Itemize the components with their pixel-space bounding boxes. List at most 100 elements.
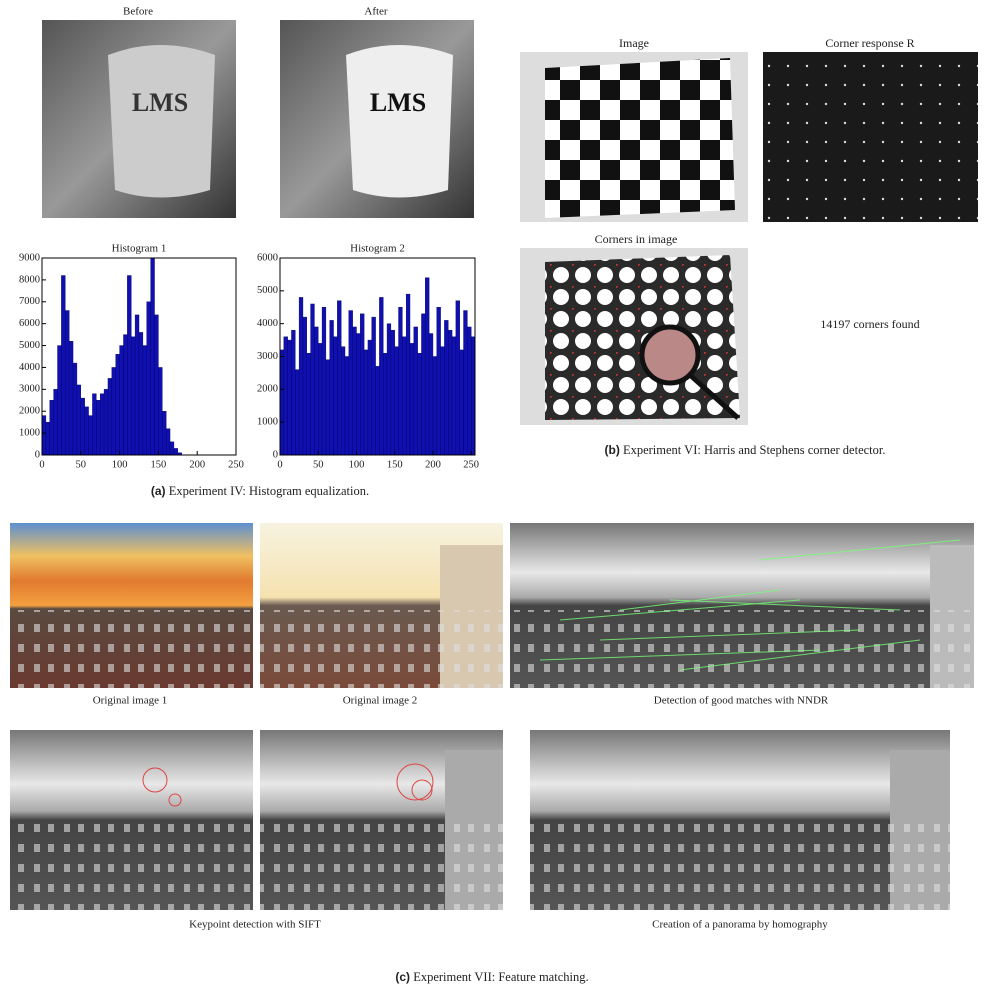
image-label: Before [123, 6, 153, 18]
bar [391, 330, 395, 455]
bar [108, 378, 112, 455]
response-image [763, 52, 978, 222]
bar [42, 416, 46, 455]
bar [379, 297, 383, 455]
bar [147, 302, 151, 455]
bar [58, 346, 62, 455]
bar [139, 332, 143, 455]
bar [170, 442, 174, 455]
bar [387, 324, 391, 455]
checkerboard [545, 58, 735, 218]
image-label: Detection of good matches with NNDR [654, 695, 829, 707]
image-label: Image [619, 36, 649, 50]
bar [116, 354, 120, 455]
bar [73, 363, 77, 455]
bar [353, 327, 357, 455]
bar [143, 346, 147, 455]
bar [299, 297, 303, 455]
y-tick-label: 3000 [19, 384, 40, 395]
y-tick-label: 5000 [19, 340, 40, 351]
bar [174, 448, 178, 455]
image-label: Corner response R [825, 36, 914, 50]
bar [433, 357, 437, 456]
y-tick-label: 1000 [257, 417, 278, 428]
bar [368, 340, 372, 455]
bar [471, 337, 475, 455]
svg-text:LMS: LMS [132, 88, 188, 117]
caption: (b) Experiment VI: Harris and Stephens c… [605, 443, 886, 457]
bar [414, 327, 418, 455]
bar [123, 335, 127, 455]
count-text: 14197 corners found [820, 317, 919, 331]
bar [406, 294, 410, 455]
y-tick-label: 2000 [257, 384, 278, 395]
y-tick-label: 8000 [19, 274, 40, 285]
y-tick-label: 2000 [19, 406, 40, 417]
bar [131, 337, 135, 455]
bar [337, 301, 341, 455]
bar [318, 343, 322, 455]
bar [341, 347, 345, 455]
bar [151, 258, 155, 455]
bar [372, 317, 376, 455]
bar [92, 394, 96, 455]
bar [425, 278, 429, 455]
image-label: Original image 1 [93, 695, 168, 707]
x-tick-label: 0 [277, 459, 282, 470]
bar [295, 370, 299, 455]
chart-title: Histogram 1 [112, 243, 167, 255]
bar [69, 341, 73, 455]
bar [356, 334, 360, 455]
image-label: Keypoint detection with SIFT [189, 919, 321, 931]
bar [104, 389, 108, 455]
bar [54, 389, 58, 455]
photo [510, 523, 974, 688]
x-tick-label: 50 [76, 459, 87, 470]
bar [464, 311, 468, 455]
y-tick-label: 7000 [19, 296, 40, 307]
photo [530, 730, 950, 910]
svg-text:LMS: LMS [370, 88, 426, 117]
bar [322, 307, 326, 455]
x-tick-label: 150 [387, 459, 403, 470]
x-tick-label: 200 [189, 459, 205, 470]
bar [444, 320, 448, 455]
bar [395, 347, 399, 455]
y-tick-label: 6000 [19, 318, 40, 329]
bar [158, 367, 162, 455]
y-tick-label: 6000 [257, 252, 278, 263]
x-tick-label: 50 [313, 459, 324, 470]
x-tick-label: 250 [228, 459, 244, 470]
bar [166, 429, 170, 455]
bar [349, 311, 353, 455]
x-tick-label: 200 [425, 459, 441, 470]
bar [112, 367, 116, 455]
caption: (a) Experiment IV: Histogram equalizatio… [151, 484, 369, 498]
bar [127, 276, 131, 455]
x-tick-label: 0 [39, 459, 44, 470]
image-label: Creation of a panorama by homography [652, 919, 828, 931]
chart-title: Histogram 2 [350, 243, 405, 255]
caption-text: Experiment IV: Histogram equalization. [169, 484, 369, 498]
bar [46, 422, 50, 455]
before-image: LMS [42, 20, 236, 218]
bar [402, 337, 406, 455]
bar [399, 307, 403, 455]
photo [10, 523, 253, 688]
bar [96, 400, 100, 455]
bar [284, 337, 288, 455]
bar [85, 407, 89, 455]
caption: (c) Experiment VII: Feature matching. [395, 970, 588, 984]
bar [418, 353, 422, 455]
photo [260, 523, 503, 688]
y-tick-label: 4000 [257, 318, 278, 329]
bar [376, 366, 380, 455]
bar [448, 330, 452, 455]
x-tick-label: 100 [112, 459, 128, 470]
figure: Before After LMS LMS Histogram 101000200… [0, 0, 984, 993]
bar [280, 350, 284, 455]
caption-tag: (a) [151, 484, 166, 498]
caption-text: Experiment VI: Harris and Stephens corne… [623, 443, 886, 457]
image-label: After [364, 6, 388, 18]
y-tick-label: 4000 [19, 362, 40, 373]
